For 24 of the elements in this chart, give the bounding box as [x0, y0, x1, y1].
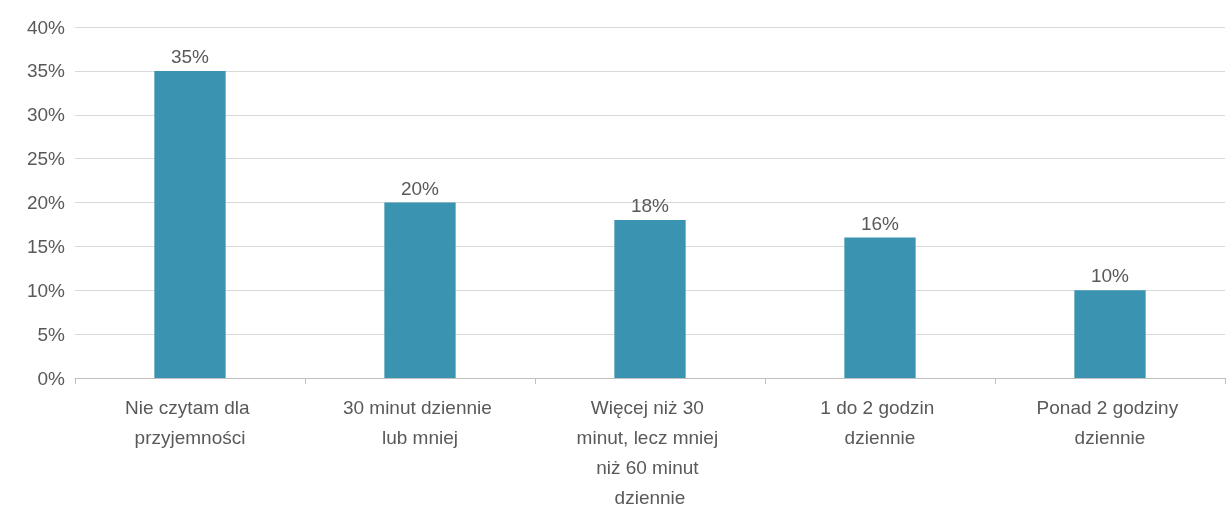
y-tick-label: 5%: [37, 323, 66, 345]
y-tick-label: 0%: [37, 367, 66, 389]
y-tick-label: 30%: [26, 104, 66, 126]
y-tick-label: 15%: [26, 235, 66, 257]
data-label: 18%: [630, 195, 670, 217]
x-tick-label: Więcej niż 30 minut, lecz mniej niż 60 minut dziennie: [576, 396, 724, 508]
data-label: 10%: [1090, 265, 1130, 287]
bar: [154, 70, 226, 378]
data-label: 20%: [400, 177, 440, 199]
bar: [384, 202, 456, 378]
x-tick-label: Nie czytam dla przyjemności: [125, 396, 255, 448]
bar: [614, 220, 686, 378]
x-tick-label: 30 minut dziennie lub mniej: [342, 396, 498, 448]
data-label: 35%: [170, 45, 210, 67]
bar: [1074, 290, 1146, 378]
y-tick-label: 25%: [26, 148, 66, 170]
y-tick-label: 10%: [26, 279, 66, 301]
x-tick-label: Ponad 2 godziny dziennie: [1036, 396, 1184, 448]
x-tick-label: 1 do 2 godzin dziennie: [820, 396, 940, 448]
bar: [844, 237, 916, 378]
data-label: 16%: [860, 212, 900, 234]
y-tick-label: 40%: [26, 16, 66, 38]
y-tick-label: 20%: [26, 192, 66, 213]
y-tick-label: 35%: [26, 60, 66, 82]
